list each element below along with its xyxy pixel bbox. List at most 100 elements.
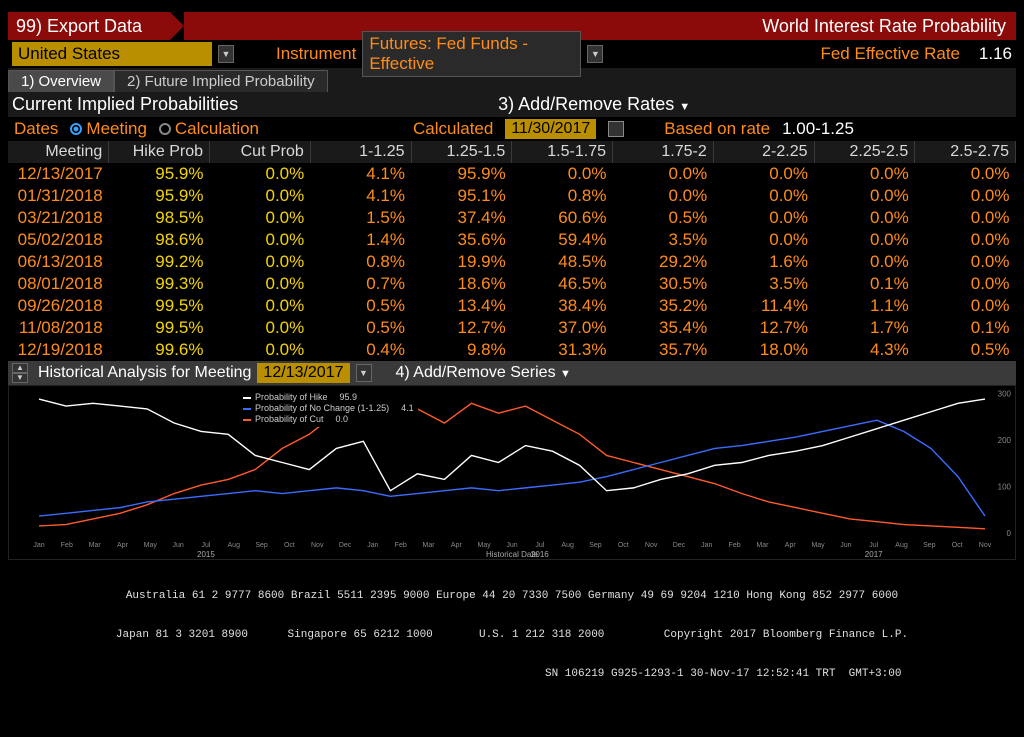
page-title-bar: World Interest Rate Probability <box>184 12 1016 40</box>
table-cell: 31.3% <box>512 339 613 361</box>
svg-text:Jan: Jan <box>701 542 712 549</box>
table-cell: 13.4% <box>411 295 512 317</box>
table-cell: 37.4% <box>411 207 512 229</box>
table-cell: 1.1% <box>814 295 915 317</box>
svg-text:Aug: Aug <box>895 542 908 549</box>
country-dropdown-icon[interactable]: ▼ <box>218 45 234 63</box>
table-cell: 0.0% <box>713 163 814 185</box>
instrument-select[interactable]: Futures: Fed Funds - Effective <box>362 31 581 77</box>
country-select[interactable]: United States <box>12 42 212 66</box>
table-cell: 99.2% <box>109 251 210 273</box>
table-cell: 12.7% <box>713 317 814 339</box>
table-cell: 38.4% <box>512 295 613 317</box>
table-cell: 99.3% <box>109 273 210 295</box>
table-row: 12/13/201795.9%0.0%4.1%95.9%0.0%0.0%0.0%… <box>8 163 1016 185</box>
historical-label: Historical Analysis for Meeting <box>38 364 251 382</box>
svg-text:Mar: Mar <box>422 542 435 549</box>
table-cell: 60.6% <box>512 207 613 229</box>
table-cell: 12/19/2018 <box>8 339 109 361</box>
svg-text:Feb: Feb <box>395 542 407 549</box>
table-cell: 0.0% <box>915 295 1016 317</box>
svg-text:Nov: Nov <box>645 542 658 549</box>
table-row: 12/19/201899.6%0.0%0.4%9.8%31.3%35.7%18.… <box>8 339 1016 361</box>
table-row: 01/31/201895.9%0.0%4.1%95.1%0.8%0.0%0.0%… <box>8 185 1016 207</box>
table-cell: 0.0% <box>915 207 1016 229</box>
svg-text:Oct: Oct <box>618 542 629 549</box>
table-cell: 0.7% <box>310 273 411 295</box>
add-remove-rates-button[interactable]: 3) Add/Remove Rates ▼ <box>498 94 690 115</box>
table-row: 03/21/201898.5%0.0%1.5%37.4%60.6%0.5%0.0… <box>8 207 1016 229</box>
svg-text:Jul: Jul <box>201 542 210 549</box>
add-remove-series-button[interactable]: 4) Add/Remove Series ▼ <box>396 364 571 382</box>
calculated-date-input[interactable]: 11/30/2017 <box>505 119 596 139</box>
scroll-up-icon[interactable]: ▲ <box>12 363 28 373</box>
table-cell: 0.0% <box>915 185 1016 207</box>
table-cell: 98.6% <box>109 229 210 251</box>
table-cell: 35.6% <box>411 229 512 251</box>
table-cell: 0.0% <box>814 251 915 273</box>
table-cell: 59.4% <box>512 229 613 251</box>
table-cell: 29.2% <box>613 251 714 273</box>
table-cell: 0.0% <box>915 229 1016 251</box>
rate-label: Fed Effective Rate <box>820 44 960 64</box>
table-header: Hike Prob <box>109 141 210 163</box>
svg-text:Sep: Sep <box>589 542 602 549</box>
svg-text:Apr: Apr <box>451 542 463 549</box>
table-cell: 0.0% <box>814 163 915 185</box>
table-cell: 0.0% <box>613 163 714 185</box>
table-cell: 06/13/2018 <box>8 251 109 273</box>
historical-date-select[interactable]: 12/13/2017 <box>257 363 349 383</box>
footer-line1: Australia 61 2 9777 8600 Brazil 5511 239… <box>8 590 1016 603</box>
svg-text:Historical Date: Historical Date <box>486 550 539 559</box>
export-data-button[interactable]: 99) Export Data <box>8 12 170 40</box>
table-cell: 0.0% <box>613 185 714 207</box>
radio-unselected-icon <box>159 123 171 135</box>
tab-overview[interactable]: 1) Overview <box>8 70 114 92</box>
table-cell: 48.5% <box>512 251 613 273</box>
table-cell: 9.8% <box>411 339 512 361</box>
table-row: 11/08/201899.5%0.0%0.5%12.7%37.0%35.4%12… <box>8 317 1016 339</box>
table-cell: 05/02/2018 <box>8 229 109 251</box>
svg-text:Aug: Aug <box>561 542 574 549</box>
svg-text:300: 300 <box>998 389 1012 398</box>
svg-text:Jun: Jun <box>172 542 183 549</box>
table-cell: 0.0% <box>512 163 613 185</box>
table-header: 2.25-2.5 <box>814 141 915 163</box>
table-cell: 03/21/2018 <box>8 207 109 229</box>
svg-text:Aug: Aug <box>228 542 241 549</box>
table-cell: 0.0% <box>210 273 311 295</box>
instrument-value: Futures: Fed Funds - Effective <box>369 34 574 74</box>
table-cell: 95.1% <box>411 185 512 207</box>
svg-text:0: 0 <box>1007 529 1012 538</box>
table-header: 1-1.25 <box>310 141 411 163</box>
svg-text:Nov: Nov <box>979 542 992 549</box>
svg-text:Mar: Mar <box>756 542 769 549</box>
scroll-down-icon[interactable]: ▼ <box>12 373 28 383</box>
table-cell: 0.8% <box>310 251 411 273</box>
table-cell: 46.5% <box>512 273 613 295</box>
table-cell: 3.5% <box>713 273 814 295</box>
svg-text:2015: 2015 <box>197 550 215 559</box>
svg-text:Jul: Jul <box>869 542 878 549</box>
table-header: 2-2.25 <box>713 141 814 163</box>
historical-chart[interactable]: 0100200300JanFebMarAprMayJunJulAugSepOct… <box>8 385 1016 560</box>
table-cell: 09/26/2018 <box>8 295 109 317</box>
table-cell: 98.5% <box>109 207 210 229</box>
tab-future-implied[interactable]: 2) Future Implied Probability <box>114 70 328 92</box>
table-cell: 0.0% <box>814 185 915 207</box>
table-cell: 99.5% <box>109 295 210 317</box>
instrument-dropdown-icon[interactable]: ▼ <box>587 45 603 63</box>
table-cell: 0.0% <box>915 163 1016 185</box>
table-cell: 0.5% <box>915 339 1016 361</box>
calendar-icon[interactable] <box>608 121 624 137</box>
meeting-radio[interactable]: Meeting <box>70 119 146 139</box>
table-cell: 4.1% <box>310 163 411 185</box>
table-cell: 1.4% <box>310 229 411 251</box>
svg-text:Apr: Apr <box>117 542 129 549</box>
svg-text:200: 200 <box>998 436 1012 445</box>
table-cell: 37.0% <box>512 317 613 339</box>
table-cell: 0.8% <box>512 185 613 207</box>
historical-dropdown-icon[interactable]: ▼ <box>356 364 372 382</box>
table-header: 1.5-1.75 <box>512 141 613 163</box>
calculation-radio[interactable]: Calculation <box>159 119 259 139</box>
